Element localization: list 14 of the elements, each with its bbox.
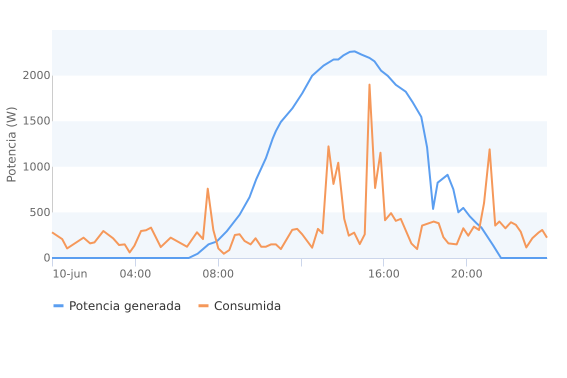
x-tick-label: 16:00 <box>368 268 400 280</box>
legend-label: Potencia generada <box>69 298 182 313</box>
y-tick-label: 0 <box>44 252 50 264</box>
x-tick-label: 10-jun <box>52 268 88 280</box>
y-tick-label: 500 <box>30 206 50 219</box>
y-tick-label: 2000 <box>22 69 50 82</box>
x-tick-label: 20:00 <box>450 268 483 280</box>
legend-label: Consumida <box>214 298 282 313</box>
x-tick-label: 08:00 <box>202 268 234 280</box>
line-series <box>51 84 548 255</box>
y-axis-title: Potencia (W) <box>4 106 19 183</box>
y-tick-label: 1000 <box>22 160 50 174</box>
y-tick-label: 1500 <box>22 114 50 128</box>
x-tick-label: 04:00 <box>119 268 152 280</box>
